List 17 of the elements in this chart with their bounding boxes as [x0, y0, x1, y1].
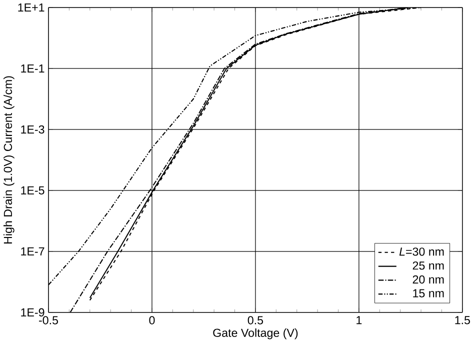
legend-label: L=30 nm: [399, 248, 444, 256]
y-tick-label: 1E-3: [21, 125, 44, 134]
y-tick-label: 1E-7: [21, 248, 44, 256]
x-tick-label: 1: [356, 316, 362, 324]
y-tick-label: 1E-1: [21, 64, 44, 73]
x-axis-title: Gate Voltage (V): [213, 328, 298, 340]
legend-label: 25 nm: [412, 262, 444, 270]
y-tick-label: 1E+1: [18, 4, 44, 12]
x-tick-label: -0.5: [39, 316, 58, 324]
x-tick-label: 0: [149, 316, 155, 324]
legend-label: 20 nm: [412, 275, 444, 284]
y-axis-title: High Drain (1.0V) Current (A/cm): [4, 76, 14, 244]
legend-label: 15 nm: [413, 289, 444, 298]
x-tick-label: 1.5: [455, 316, 470, 324]
y-tick-label: 1E-5: [21, 186, 44, 195]
y-tick-label: 1E-9: [21, 308, 44, 317]
x-tick-label: 0.5: [248, 316, 264, 324]
